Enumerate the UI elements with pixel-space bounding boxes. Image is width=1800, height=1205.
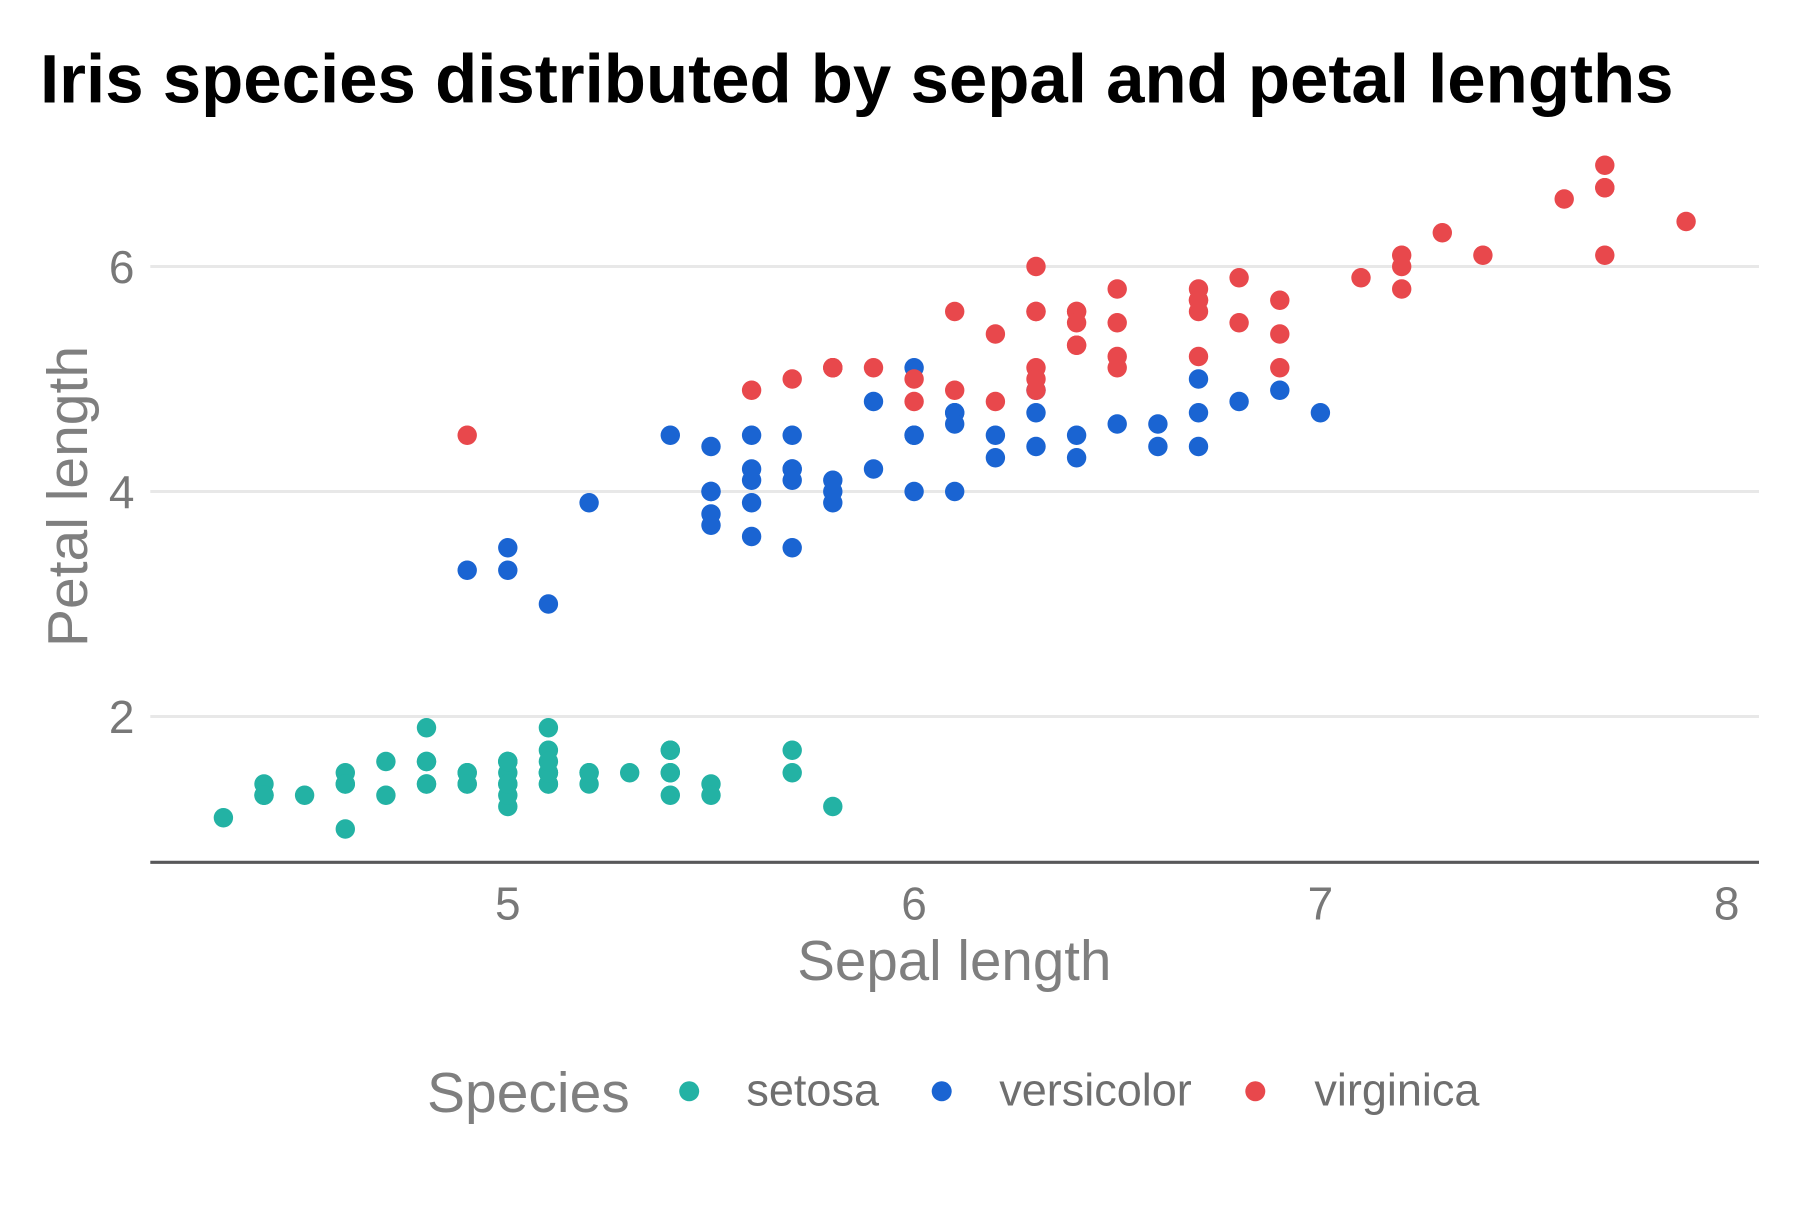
svg-text:setosa: setosa [746, 1064, 880, 1115]
svg-text:Sepal length: Sepal length [797, 929, 1111, 992]
svg-text:7: 7 [1308, 877, 1334, 929]
svg-text:4: 4 [109, 466, 135, 518]
svg-text:2: 2 [109, 691, 135, 743]
svg-text:Iris species distributed by se: Iris species distributed by sepal and pe… [40, 41, 1673, 118]
svg-text:6: 6 [109, 241, 135, 293]
svg-text:8: 8 [1714, 877, 1740, 929]
svg-text:virginica: virginica [1314, 1064, 1480, 1115]
svg-text:Petal length: Petal length [36, 346, 100, 647]
svg-text:6: 6 [901, 877, 927, 929]
svg-text:5: 5 [495, 877, 521, 929]
svg-text:Species: Species [427, 1061, 630, 1125]
svg-text:versicolor: versicolor [999, 1064, 1192, 1115]
